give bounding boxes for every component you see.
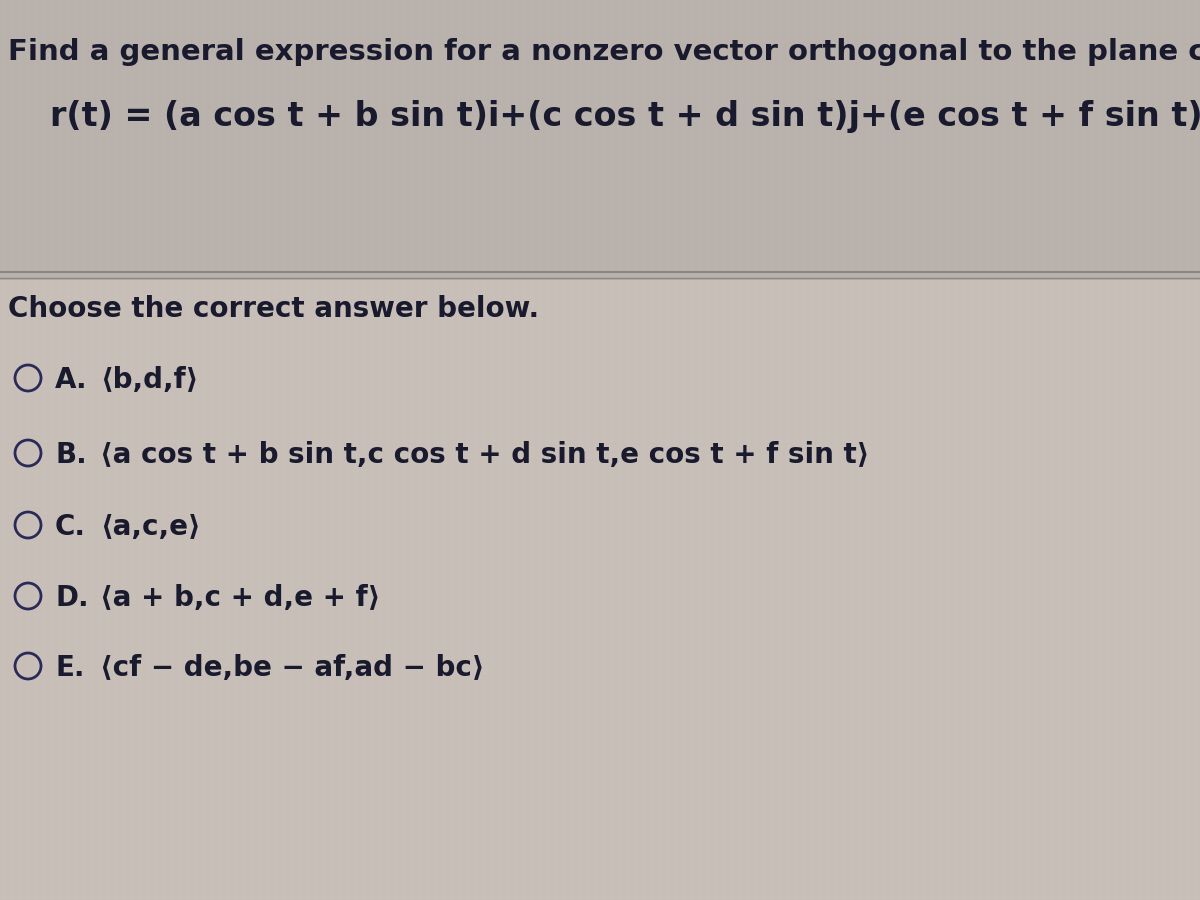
Text: Find a general expression for a nonzero vector orthogonal to the plane conta: Find a general expression for a nonzero …: [8, 38, 1200, 66]
Text: r(t) = (a cos t + b sin t)i+(c cos t + d sin t)j+(e cos t + f sin t)k: r(t) = (a cos t + b sin t)i+(c cos t + d…: [50, 100, 1200, 133]
Text: ⟨a + b,c + d,e + f⟩: ⟨a + b,c + d,e + f⟩: [100, 584, 380, 612]
Text: A.: A.: [55, 366, 88, 394]
Text: ⟨a cos t + b sin t,c cos t + d sin t,e cos t + f sin t⟩: ⟨a cos t + b sin t,c cos t + d sin t,e c…: [100, 441, 869, 469]
Text: ⟨b,d,f⟩: ⟨b,d,f⟩: [100, 366, 198, 394]
Text: ⟨a,c,e⟩: ⟨a,c,e⟩: [100, 513, 200, 541]
Text: ⟨cf − de,be − af,ad − bc⟩: ⟨cf − de,be − af,ad − bc⟩: [100, 654, 485, 682]
Text: B.: B.: [55, 441, 86, 469]
Text: C.: C.: [55, 513, 86, 541]
Text: E.: E.: [55, 654, 84, 682]
Text: D.: D.: [55, 584, 89, 612]
Bar: [0, 280, 1200, 900]
Text: Choose the correct answer below.: Choose the correct answer below.: [8, 295, 539, 323]
Bar: [0, 0, 1200, 280]
